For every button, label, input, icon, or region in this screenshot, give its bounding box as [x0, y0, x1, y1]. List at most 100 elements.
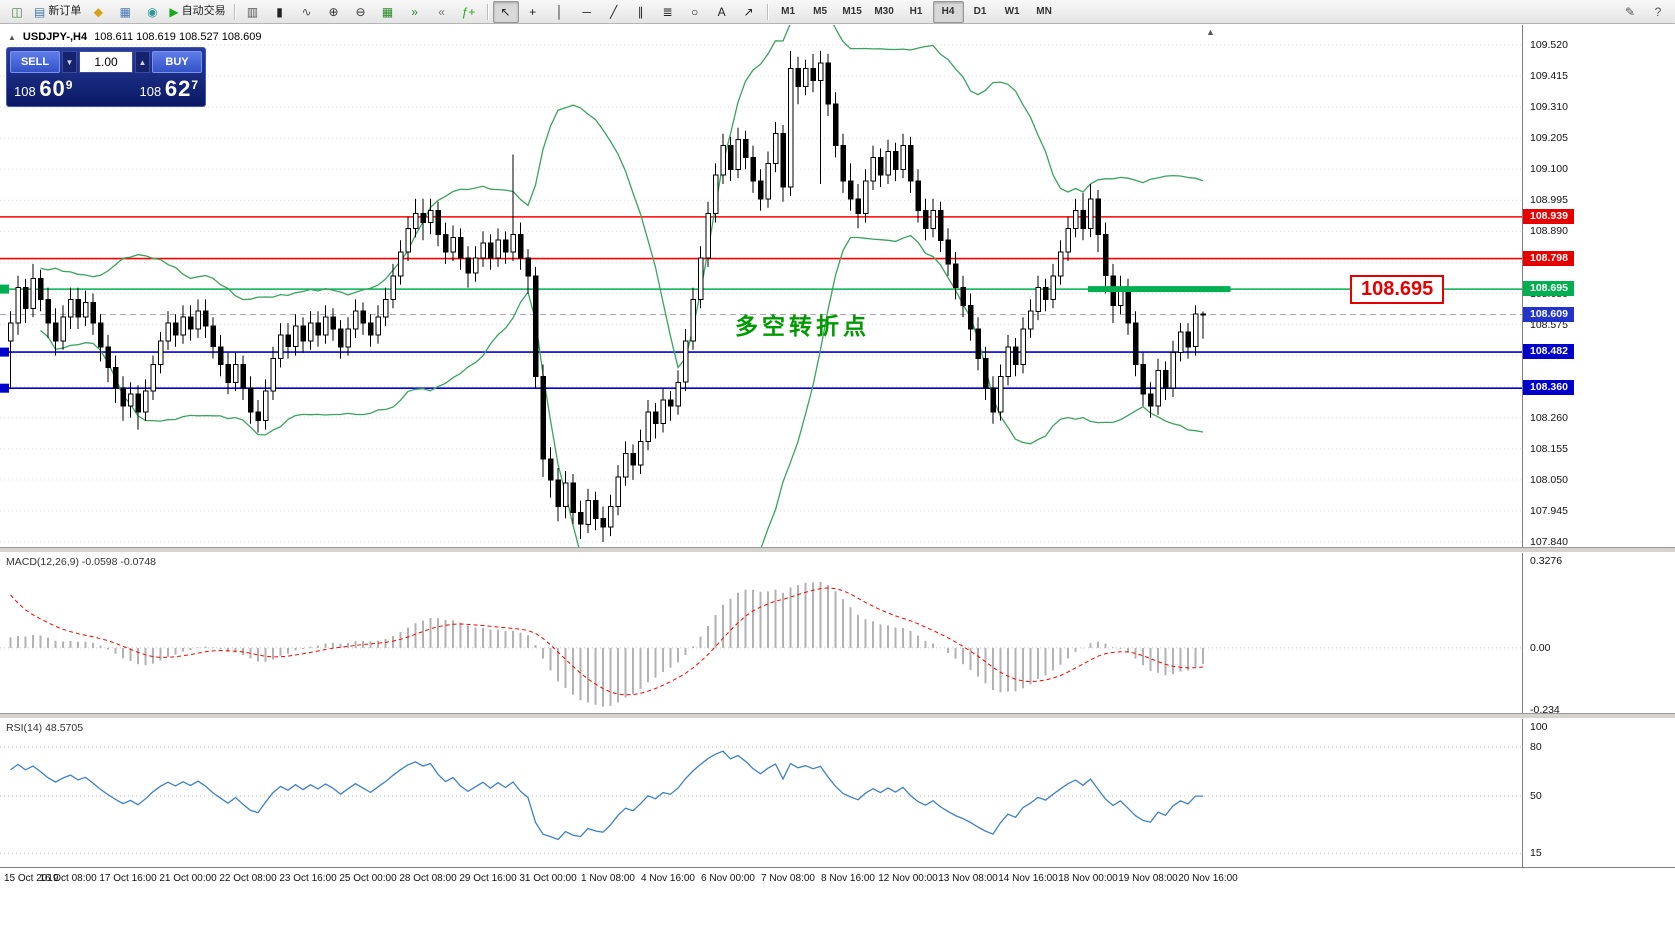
timeframe-m30-button[interactable]: M30: [874, 5, 894, 17]
trendline-icon[interactable]: ╱: [601, 1, 627, 23]
horizontal-line-icon: ─: [582, 4, 591, 19]
price-tick: 108.890: [1530, 225, 1568, 237]
line-chart-icon[interactable]: ∿: [294, 1, 320, 23]
new-order-button-label: 新订单: [48, 5, 82, 17]
time-axis-label: 1 Nov 08:00: [581, 873, 635, 884]
rsi-indicator-canvas[interactable]: [0, 719, 1522, 867]
channel-icon[interactable]: ∥: [628, 1, 654, 23]
new-chart-icon: ◫: [11, 4, 23, 19]
text-icon[interactable]: A: [709, 1, 735, 23]
timeframe-m15-button[interactable]: M15: [842, 5, 862, 17]
buy-price-display: 108 627: [139, 76, 198, 101]
vertical-line-icon[interactable]: │: [547, 1, 573, 23]
volume-input[interactable]: [79, 51, 133, 73]
timeframe-h1-button[interactable]: H1: [909, 5, 923, 17]
time-axis-label: 4 Nov 16:00: [641, 873, 695, 884]
price-tick: 109.520: [1530, 39, 1568, 51]
timeframe-d1-button[interactable]: D1: [973, 5, 987, 17]
time-axis-label: 31 Oct 00:00: [519, 873, 577, 884]
zoom-in-icon[interactable]: ⊕: [321, 1, 347, 23]
vertical-line-icon: │: [555, 4, 564, 19]
indicators-icon[interactable]: ƒ+: [456, 1, 482, 23]
time-axis-label: 28 Oct 08:00: [399, 873, 457, 884]
price-axis[interactable]: 109.520 109.415 109.310 109.205 109.100 108.9…: [1522, 25, 1675, 889]
timeframe-m1-button[interactable]: M1: [781, 5, 796, 17]
timeframe-m5-button[interactable]: M5: [813, 5, 828, 17]
auto-scroll-icon[interactable]: »: [402, 1, 428, 23]
price-tick: 108.575: [1530, 319, 1568, 331]
navigator-icon: ◉: [147, 4, 158, 19]
time-axis[interactable]: 15 Oct 2019 16 Oct 08:00 17 Oct 16:00 21 Oc…: [0, 867, 1675, 890]
timeframe-w1-button[interactable]: W1: [1004, 5, 1020, 17]
rsi-pane-splitter[interactable]: [0, 713, 1675, 719]
bar-chart-icon[interactable]: ▥: [240, 1, 266, 23]
symbol-title: USDJPY-,H4: [22, 31, 88, 43]
price-tag: 108.939: [1523, 209, 1574, 224]
new-chart-icon[interactable]: ◫: [4, 1, 30, 23]
price-tick: 109.100: [1530, 163, 1568, 175]
price-chart-canvas[interactable]: [0, 25, 1522, 547]
crosshair-icon[interactable]: +: [520, 1, 546, 23]
shapes-icon[interactable]: ○: [682, 1, 708, 23]
horizontal-line-icon[interactable]: ─: [574, 1, 600, 23]
rsi-axis-label: 50: [1530, 790, 1542, 802]
time-axis-label: 22 Oct 08:00: [219, 873, 277, 884]
help-icon[interactable]: ?: [1645, 1, 1671, 23]
price-tag: 108.798: [1523, 251, 1574, 266]
fibonacci-icon[interactable]: ≣: [655, 1, 681, 23]
auto-trading-icon: ▶: [169, 4, 179, 19]
time-axis-label: 23 Oct 16:00: [279, 873, 337, 884]
trendline-icon: ╱: [609, 4, 618, 19]
market-watch-icon: ▦: [119, 4, 132, 19]
macd-axis-label: 0.00: [1530, 642, 1551, 654]
chart-shift-icon: «: [438, 4, 445, 19]
cursor-icon[interactable]: ↖: [492, 0, 519, 23]
price-tick: 107.945: [1530, 505, 1568, 517]
market-watch-icon[interactable]: ▦: [112, 1, 138, 23]
time-axis-label: 20 Nov 16:00: [1178, 873, 1238, 884]
candlestick-chart-icon[interactable]: ▮: [267, 1, 293, 23]
ohlc-readout: 108.611 108.619 108.527 108.609: [94, 31, 262, 43]
buy-button[interactable]: BUY: [152, 51, 202, 73]
arrow-objects-icon[interactable]: ↗: [736, 1, 762, 23]
time-axis-label: 18 Nov 00:00: [1058, 873, 1118, 884]
timeframe-h4-button[interactable]: H4: [932, 0, 964, 23]
macd-indicator-canvas[interactable]: [0, 553, 1522, 713]
toolbar-separator: [233, 3, 235, 20]
auto-scroll-icon: »: [411, 4, 418, 19]
main-toolbar: ◫ ▤ 新订单 ◆ ▦ ◉ ▶ 自动交易 ▥ ▮ ∿ ⊕ ⊖ ▦ » « ƒ+ ↖ + │ ─ ╱ ∥ ≣ ○ A ↗ M1 M5 M15…: [0, 0, 1675, 24]
price-tick: 108.050: [1530, 474, 1568, 486]
volume-decrease-button[interactable]: ▼: [62, 51, 77, 73]
time-axis-label: 6 Nov 00:00: [701, 873, 755, 884]
auto-trading-button-label: 自动交易: [181, 5, 226, 17]
cursor-icon: ↖: [500, 4, 511, 19]
new-order-button[interactable]: ▤ 新订单: [31, 1, 84, 23]
navigator-icon[interactable]: ◉: [139, 1, 165, 23]
one-click-trading-panel: SELL ▼ ▲ BUY 108 609 108 627: [6, 47, 206, 107]
zoom-out-icon: ⊖: [355, 4, 366, 19]
volume-increase-button[interactable]: ▲: [135, 51, 150, 73]
price-tick: 107.840: [1530, 536, 1568, 548]
collapse-panel-icon[interactable]: ▲: [8, 32, 16, 42]
zoom-in-icon: ⊕: [328, 4, 339, 19]
time-axis-label: 14 Nov 16:00: [998, 873, 1058, 884]
chart-shift-icon[interactable]: «: [429, 1, 455, 23]
toolbar-separator: [486, 3, 488, 20]
price-tag: 108.482: [1523, 344, 1574, 359]
pencil-icon[interactable]: ✎: [1617, 1, 1643, 23]
macd-pane-splitter[interactable]: [0, 547, 1675, 553]
timeframe-mn-button[interactable]: MN: [1036, 5, 1052, 17]
sell-price-display: 108 609: [14, 76, 73, 101]
price-tick: 108.260: [1530, 412, 1568, 424]
profiles-icon[interactable]: ◆: [85, 1, 111, 23]
auto-trading-button[interactable]: ▶ 自动交易: [166, 1, 228, 23]
price-tag: 108.609: [1523, 307, 1574, 322]
zoom-out-icon[interactable]: ⊖: [348, 1, 374, 23]
text-icon: A: [717, 4, 726, 19]
chart-symbol-header: ▲ USDJPY-,H4 108.611 108.619 108.527 108…: [8, 31, 262, 43]
time-axis-label: 17 Oct 16:00: [99, 873, 157, 884]
time-axis-label: 16 Oct 08:00: [39, 873, 97, 884]
tile-windows-icon[interactable]: ▦: [375, 1, 401, 23]
price-tag: 108.695: [1523, 281, 1574, 296]
sell-button[interactable]: SELL: [10, 51, 60, 73]
